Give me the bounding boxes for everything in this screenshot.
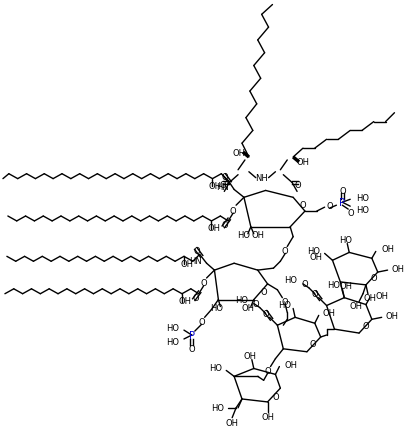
Text: OH: OH — [296, 158, 309, 167]
Text: OH: OH — [226, 418, 239, 427]
Text: O: O — [309, 340, 316, 349]
Text: HO: HO — [166, 338, 179, 347]
Text: HO: HO — [237, 230, 250, 240]
Text: O: O — [222, 221, 228, 230]
Text: O: O — [220, 181, 227, 190]
Text: O: O — [326, 201, 333, 210]
Text: OH: OH — [180, 259, 194, 268]
Text: OH: OH — [179, 296, 192, 306]
Text: NH: NH — [255, 174, 268, 183]
Text: OH: OH — [261, 412, 274, 421]
Text: O: O — [295, 181, 301, 190]
Text: O: O — [200, 279, 207, 288]
Text: O: O — [222, 173, 228, 182]
Text: OH: OH — [310, 252, 323, 261]
Text: O: O — [371, 274, 377, 283]
Text: P: P — [339, 198, 345, 208]
Text: O: O — [348, 208, 354, 217]
Text: O: O — [192, 293, 199, 302]
Text: HO: HO — [278, 300, 291, 309]
Text: O: O — [188, 345, 195, 354]
Text: OH: OH — [243, 352, 256, 360]
Text: OH: OH — [340, 282, 353, 291]
Text: O: O — [282, 297, 289, 306]
Text: OH: OH — [232, 148, 245, 157]
Text: O: O — [252, 299, 259, 308]
Text: O: O — [194, 247, 200, 255]
Text: OH: OH — [386, 311, 399, 320]
Text: OH: OH — [208, 224, 221, 233]
Text: O: O — [302, 280, 308, 289]
Text: HO: HO — [210, 303, 223, 312]
Text: HO: HO — [209, 363, 222, 372]
Text: OH: OH — [350, 301, 362, 310]
Text: HO: HO — [307, 247, 320, 255]
Text: O: O — [339, 187, 345, 195]
Text: O: O — [272, 391, 279, 401]
Text: HO: HO — [339, 236, 352, 244]
Text: O: O — [311, 289, 318, 299]
Text: O: O — [362, 321, 369, 330]
Text: OH: OH — [382, 244, 395, 253]
Text: P: P — [189, 330, 195, 340]
Text: O: O — [264, 366, 271, 375]
Text: O: O — [262, 309, 269, 318]
Text: OH: OH — [284, 360, 297, 369]
Text: O: O — [198, 317, 205, 326]
Text: O: O — [282, 247, 289, 255]
Text: HO: HO — [235, 296, 248, 304]
Text: HO: HO — [327, 281, 340, 290]
Text: OH: OH — [363, 293, 376, 302]
Text: HN: HN — [216, 183, 229, 191]
Text: O: O — [260, 288, 267, 296]
Text: HO: HO — [166, 323, 179, 332]
Text: O: O — [230, 206, 237, 215]
Text: HO: HO — [284, 276, 297, 285]
Text: OH: OH — [376, 292, 389, 300]
Text: HN: HN — [189, 256, 202, 265]
Text: OH: OH — [251, 230, 264, 240]
Text: OH: OH — [392, 264, 405, 273]
Text: O: O — [300, 200, 306, 209]
Text: OH: OH — [323, 308, 336, 317]
Text: OH: OH — [209, 181, 222, 191]
Text: HO: HO — [211, 403, 224, 412]
Text: HO: HO — [356, 194, 369, 202]
Text: OH: OH — [241, 303, 254, 312]
Text: HO: HO — [356, 205, 369, 214]
